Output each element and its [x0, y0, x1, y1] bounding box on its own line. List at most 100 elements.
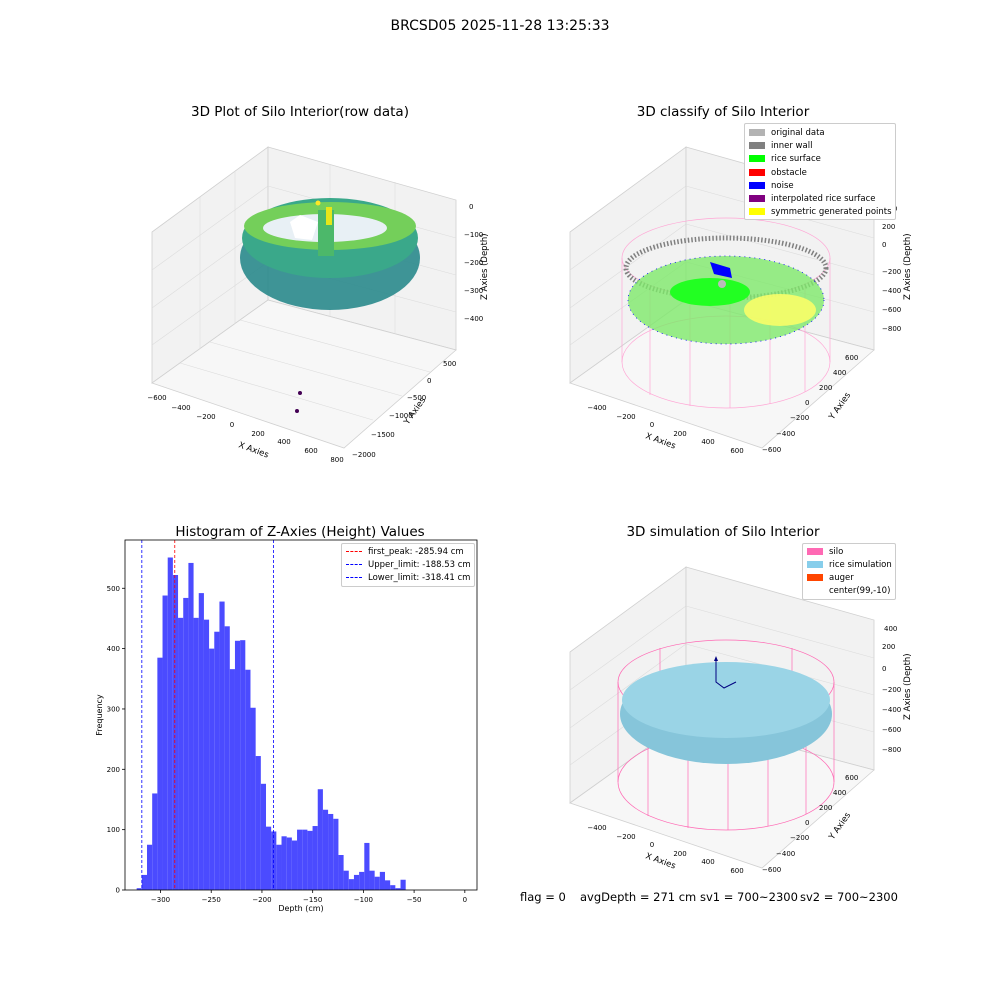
legend-item-lower-limit: Lower_limit: -318.41 cm: [346, 572, 471, 585]
histogram-bar: [250, 707, 256, 890]
raw-x-ticks: −600 −400 −200 0 200 400 600 800: [147, 394, 343, 464]
histogram-bar: [390, 885, 396, 890]
raw-y-ticks: 500 0 −500 −1000 −1500 −2000: [352, 360, 456, 459]
histogram-bars: [136, 557, 406, 890]
histogram-bar: [162, 595, 168, 890]
simulation-z-label: Z Axies (Depth): [903, 653, 913, 720]
histogram-bar: [152, 793, 158, 890]
classify-x-tick: 200: [673, 430, 686, 438]
histogram-bar: [374, 876, 380, 890]
histogram-bar: [224, 626, 230, 890]
histogram-x-tick-label: −300: [151, 896, 170, 904]
raw-z-tick: −300: [464, 287, 483, 295]
classify-x-tick: 600: [730, 447, 743, 455]
histogram-bar: [291, 840, 298, 890]
raw-z-tick: 0: [469, 203, 473, 211]
raw-x-tick: 600: [304, 447, 317, 455]
histogram-bar: [312, 826, 318, 890]
histogram-x-label: Depth (cm): [278, 904, 323, 913]
histogram-bar: [198, 593, 204, 890]
histogram-bar: [183, 597, 189, 890]
classify-y-tick: 600: [845, 354, 858, 362]
simulation-z-tick: −400: [882, 706, 901, 714]
histogram-x-tick-label: −250: [202, 896, 221, 904]
classify-z-ticks: 400 200 0 −200 −400 −600 −800: [882, 205, 901, 333]
classify-z-tick: 200: [882, 223, 895, 231]
raw-x-tick: 800: [330, 456, 343, 464]
raw-z-tick: −100: [464, 231, 483, 239]
histogram-bar: [379, 871, 385, 890]
histogram-bar: [147, 844, 153, 890]
raw-y-tick: 0: [427, 377, 431, 385]
simulation-z-tick: 0: [882, 665, 886, 673]
classify-y-ticks: 600 400 200 0 −200 −400 −600: [762, 354, 858, 454]
status-sv1: sv1 = 700~2300: [700, 890, 798, 904]
legend-item-center: center(99,-10): [829, 586, 891, 596]
status-flag: flag = 0: [520, 890, 566, 904]
histogram-x-tick-label: −100: [354, 896, 373, 904]
legend-item-auger: auger: [807, 572, 892, 585]
histogram-bar: [333, 818, 339, 890]
raw-y-tick: −2000: [352, 451, 376, 459]
simulation-z-tick: 200: [882, 643, 895, 651]
histogram-y-tick-label: 500: [107, 585, 120, 593]
simulation-y-tick: 600: [845, 774, 858, 782]
simulation-x-tick: −400: [587, 824, 606, 832]
histogram-bar: [307, 830, 313, 890]
histogram-bar: [188, 562, 194, 890]
classify-z-tick: 0: [882, 241, 886, 249]
simulation-x-tick: 200: [673, 850, 686, 858]
legend-item-silo: silo: [807, 546, 892, 559]
histogram-y-tick-label: 200: [107, 766, 120, 774]
histogram-legend: first_peak: -285.94 cm Upper_limit: -188…: [341, 543, 475, 587]
histogram-bar: [209, 648, 215, 890]
raw-y-tick: −500: [407, 394, 426, 402]
histogram-bar: [317, 789, 323, 890]
histogram-bar: [364, 842, 370, 890]
histogram-x-tick-label: 0: [463, 896, 467, 904]
legend-item-obstacle: obstacle: [749, 167, 892, 180]
histogram-y-tick-label: 100: [107, 826, 120, 834]
classify-z-tick: −400: [882, 287, 901, 295]
histogram-bar: [172, 575, 179, 890]
classify-plot-title: 3D classify of Silo Interior: [636, 104, 810, 120]
histogram-bar: [157, 657, 163, 890]
raw-z-tick: −400: [464, 315, 483, 323]
raw-x-tick: 200: [251, 430, 264, 438]
legend-item-noise: noise: [749, 180, 892, 193]
figure-title: BRCSD05 2025-11-28 13:25:33: [390, 18, 610, 34]
classify-x-tick: −200: [616, 413, 635, 421]
histogram-y-tick-label: 0: [116, 887, 120, 895]
histogram-chart: −300 −250 −200 −150 −100 −50 0 0 100 200 300 400 50…: [95, 539, 478, 913]
legend-item-first-peak: first_peak: -285.94 cm: [346, 546, 471, 559]
classify-legend: original data inner wall rice surface ob…: [744, 123, 896, 220]
histogram-bar: [234, 640, 241, 890]
raw-x-tick: −200: [196, 413, 215, 421]
classify-z-tick: −800: [882, 325, 901, 333]
classify-x-tick: 400: [701, 438, 714, 446]
raw-x-tick: 400: [277, 438, 290, 446]
simulation-z-tick: −600: [882, 726, 901, 734]
legend-item-symmetric: symmetric generated points: [749, 206, 892, 219]
raw-z-tick: −200: [464, 259, 483, 267]
classify-z-tick: −600: [882, 306, 901, 314]
histogram-bar: [348, 879, 354, 890]
status-sv2: sv2 = 700~2300: [800, 890, 898, 904]
histogram-bar: [297, 829, 303, 890]
simulation-y-tick: −200: [790, 834, 809, 842]
classify-y-tick: −400: [776, 430, 795, 438]
histogram-bar: [245, 669, 251, 890]
histogram-y-ticks: 0 100 200 300 400 500: [107, 585, 125, 895]
classify-y-tick: 400: [833, 369, 846, 377]
histogram-bar: [203, 619, 210, 890]
histogram-bar: [338, 855, 344, 890]
classify-point-cloud: [623, 235, 829, 345]
simulation-y-tick: −400: [776, 850, 795, 858]
histogram-bar: [276, 844, 282, 890]
histogram-bar: [255, 756, 261, 890]
histogram-x-tick-label: −50: [407, 896, 422, 904]
histogram-bar: [178, 617, 184, 890]
legend-item-rice-simulation: rice simulation: [807, 559, 892, 572]
histogram-bar: [343, 870, 349, 890]
simulation-z-tick: −800: [882, 746, 901, 754]
